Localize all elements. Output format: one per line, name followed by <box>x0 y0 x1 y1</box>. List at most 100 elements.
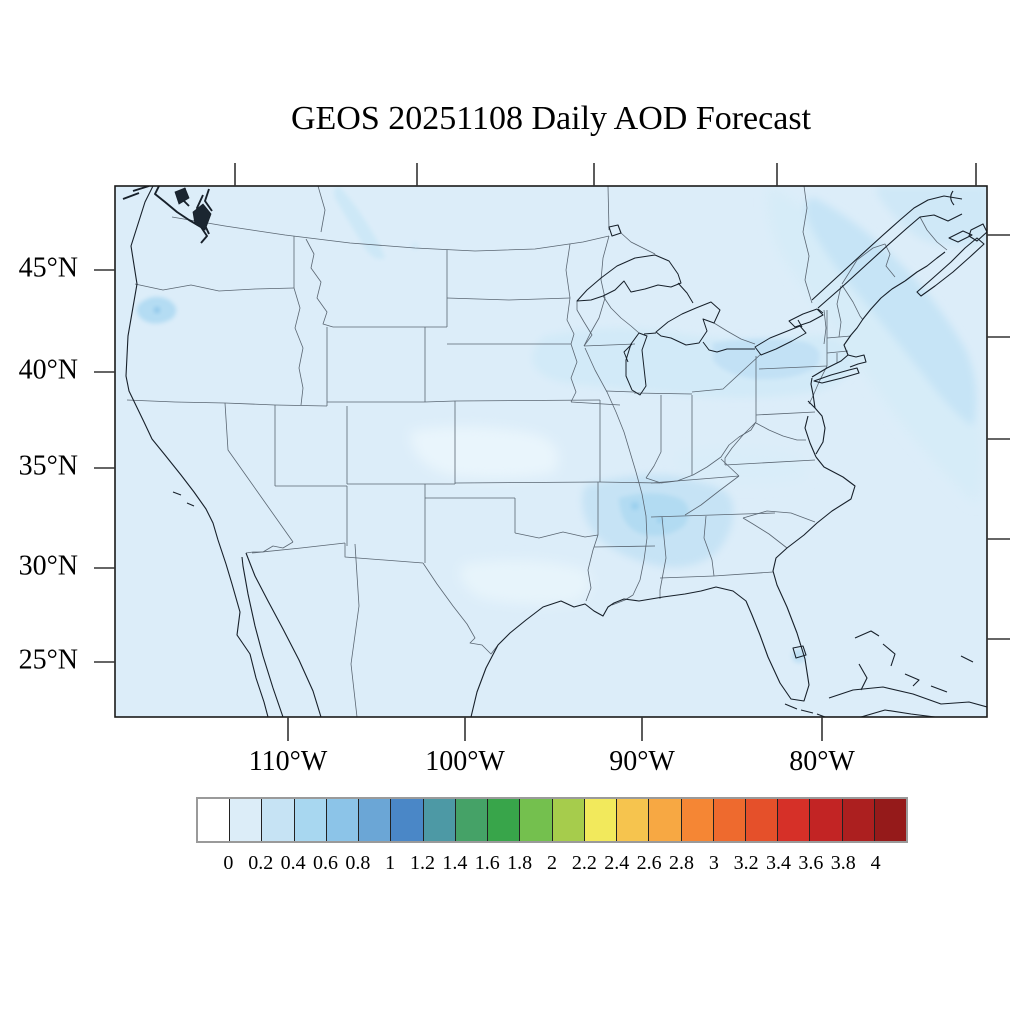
border-sonora-chihuahua <box>350 543 360 717</box>
water-lake-michigan <box>625 332 648 396</box>
colorbar-tick-label-6: 1.2 <box>410 852 436 874</box>
colorbar-box-2 <box>262 799 295 841</box>
coast-new-jersey-shore <box>810 377 816 409</box>
conus-aod-map <box>94 163 1010 741</box>
colorbar-tick-label-1: 0.2 <box>248 852 274 874</box>
border-ne-missouri-river <box>570 343 578 403</box>
coast-channel-islands <box>172 491 195 507</box>
coast-chesapeake-bay <box>804 415 817 458</box>
border-ia-mo <box>570 401 621 406</box>
coast-baja-east-shore <box>241 556 284 717</box>
colorbar-tick-label-2: 0.4 <box>280 852 306 874</box>
colorbar-tick-label-11: 2.2 <box>571 852 597 874</box>
coast-cuba-north <box>828 686 987 708</box>
border-mi-wi-menominee <box>602 295 640 334</box>
border-qc-on <box>802 186 813 304</box>
water-lake-superior <box>576 254 682 302</box>
coast-lake-okeechobee <box>792 645 807 659</box>
border-canada-border-west <box>171 216 610 252</box>
colorbar-tick-label-8: 1.6 <box>474 852 500 874</box>
coast-st-lawrence-south-bank <box>817 213 963 309</box>
colorbar-tick-label-12: 2.4 <box>604 852 630 874</box>
lat-axis-label-2: 35°N <box>18 450 78 482</box>
coast-maine-coast <box>843 280 906 356</box>
colorbar-box-6 <box>391 799 424 841</box>
aod-patch-plains-pale-2 <box>460 560 591 605</box>
border-bc-ab <box>317 186 326 233</box>
border-al-fl <box>659 575 715 579</box>
colorbar-box-13 <box>617 799 650 841</box>
border-rio-grande <box>422 562 499 655</box>
border-pa-ny <box>758 365 828 370</box>
colorbar-box-12 <box>584 799 618 841</box>
border-parallel-40n <box>327 399 601 403</box>
colorbar-tick-label-7: 1.4 <box>442 852 468 874</box>
colorbar-tick-label-5: 1 <box>385 852 396 874</box>
colorbar-box-17 <box>745 799 779 841</box>
coast-lake-of-the-woods <box>608 224 622 237</box>
border-sd-east <box>566 297 575 345</box>
border-ga-fl <box>713 571 774 577</box>
colorbar-box-20 <box>842 799 875 841</box>
border-ca-az-colorado-river <box>245 541 294 554</box>
coast-nova-scotia <box>916 237 985 297</box>
border-potomac <box>755 422 806 441</box>
border-mn-wi <box>576 301 593 347</box>
border-red-river-tx-ok <box>514 531 599 539</box>
border-lake-champlain <box>823 309 827 345</box>
border-nd-sd <box>446 297 571 301</box>
lon-axis-label-0: 110°W <box>248 746 328 777</box>
coast-cuba-south <box>860 709 936 717</box>
aod-patch-plains-pale-1 <box>410 426 559 479</box>
lat-axis-label-0: 45°N <box>18 252 78 284</box>
colorbar-box-10 <box>520 799 553 841</box>
border-ca-nv <box>224 402 294 543</box>
colorbar-tick-label-10: 2 <box>547 852 557 874</box>
aod-patch-st-lawrence <box>877 186 987 247</box>
border-ma-north <box>826 335 852 339</box>
chart-title: GEOS 20251108 Daily AOD Forecast <box>290 100 812 137</box>
colorbar-tick-label-17: 3.4 <box>766 852 792 874</box>
water-green-bay <box>623 343 633 363</box>
border-ar-la <box>593 545 656 548</box>
colorbar-box-18 <box>778 799 811 841</box>
colorbar-box-9 <box>488 799 521 841</box>
aod-dot-alabama-core-2 <box>657 517 663 523</box>
colorbar-box-16 <box>713 799 746 841</box>
border-nh-me <box>841 284 864 321</box>
border-mn-ia <box>583 343 636 347</box>
aod-dot-oregon-core <box>154 307 160 313</box>
aod-dot-montana-spot <box>411 242 419 250</box>
aod-colorbar <box>196 797 908 843</box>
colorbar-box-1 <box>230 799 263 841</box>
colorbar-tick-label-14: 2.8 <box>668 852 694 874</box>
border-mo-ar <box>599 481 661 484</box>
water-lake-huron <box>655 301 721 346</box>
lon-axis-label-1: 100°W <box>425 746 505 777</box>
colorbar-tick-label-0: 0 <box>223 852 234 874</box>
water-lake-channels <box>643 282 824 353</box>
colorbar-tick-label-19: 3.8 <box>830 852 856 874</box>
map-canvas <box>94 163 1010 741</box>
border-mi-south <box>633 353 762 395</box>
border-mexico-border-west <box>251 542 346 554</box>
coast-long-island <box>813 367 860 384</box>
colorbar-box-4 <box>326 799 360 841</box>
colorbar-tick-label-13: 2.6 <box>636 852 662 874</box>
border-wv-va <box>724 421 757 465</box>
border-ks-ok <box>454 481 601 484</box>
border-id-mt <box>305 238 334 328</box>
aod-patch-northeast-outer <box>768 186 982 504</box>
island-puget-island-2 <box>174 187 190 205</box>
border-mississippi-river <box>584 347 648 606</box>
colorbar-box-7 <box>423 799 456 841</box>
border-or-id-snake <box>293 287 304 406</box>
colorbar-tick-label-16: 3.2 <box>733 852 759 874</box>
colorbar-tick-label-4: 0.8 <box>345 852 371 874</box>
colorbar-box-15 <box>681 799 714 841</box>
colorbar-box-8 <box>455 799 489 841</box>
border-on-mb <box>607 186 610 231</box>
map-frame <box>114 185 988 718</box>
border-va-ky <box>720 458 740 477</box>
lat-axis-label-1: 40°N <box>18 354 78 386</box>
